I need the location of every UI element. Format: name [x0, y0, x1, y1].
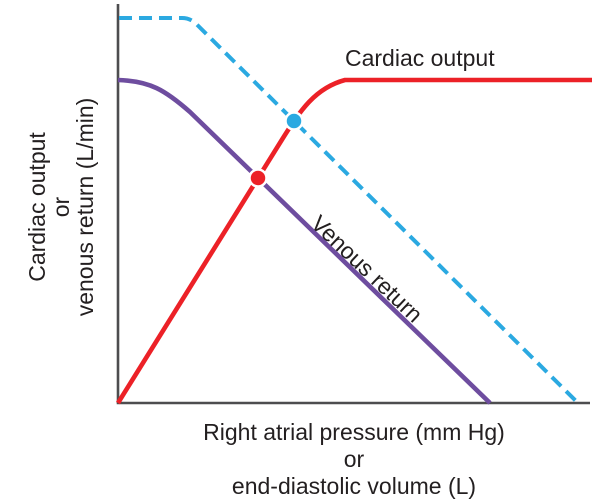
x-axis-label-line-1: Right atrial pressure (mm Hg): [203, 419, 505, 445]
venous-return-curve: [117, 77, 492, 405]
red-intersection-dot: [248, 168, 268, 188]
blue-intersection-dot: [284, 111, 304, 131]
shifted-venous-return-curve: [119, 16, 579, 404]
y-axis-label: Cardiac output or venous return (L/min): [24, 97, 98, 317]
y-axis-label-line-2: or: [48, 196, 74, 218]
y-axis-label-line-3: venous return (L/min): [72, 97, 98, 317]
x-axis-label-line-3: end-diastolic volume (L): [231, 473, 477, 499]
x-axis-label: Right atrial pressure (mm Hg) or end-dia…: [118, 419, 590, 500]
cardiac-output-curve: [116, 77, 592, 405]
y-axis-label-line-1: Cardiac output: [24, 132, 50, 282]
x-axis-label-line-2: or: [343, 446, 365, 472]
cardiac-output-curve-label: Cardiac output: [345, 45, 495, 71]
